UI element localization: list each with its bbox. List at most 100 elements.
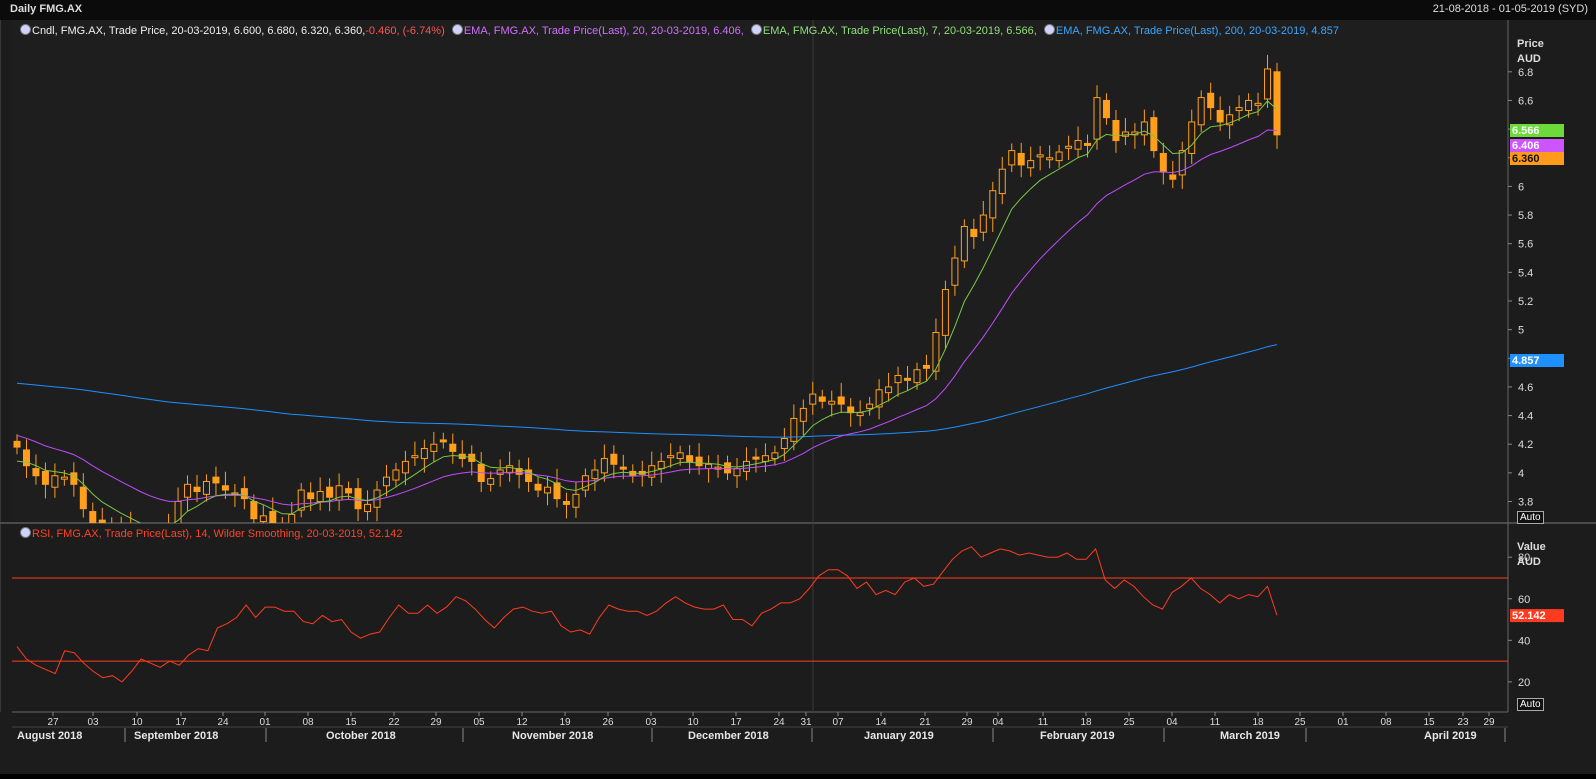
candle: [193, 474, 201, 503]
candle-body: [828, 400, 836, 405]
candle-body: [667, 455, 675, 459]
date-tick-label: 11: [1210, 717, 1221, 728]
candle: [316, 477, 324, 511]
candle-body: [970, 228, 978, 238]
candle-body: [572, 493, 580, 508]
candle: [752, 448, 760, 473]
candle-body: [686, 455, 694, 462]
candle: [1036, 146, 1044, 171]
candle: [1017, 142, 1025, 178]
series-toggle-icon[interactable]: [1043, 24, 1055, 35]
candle-body: [515, 468, 523, 475]
candle: [885, 372, 893, 402]
candle: [1046, 145, 1054, 169]
price-rsi-chart[interactable]: 6.86.66.46.265.85.65.45.254.84.64.44.243…: [0, 20, 1596, 774]
candle: [544, 476, 552, 506]
candle-body: [1150, 117, 1158, 152]
candle: [120, 516, 122, 523]
candle: [970, 218, 978, 249]
candle: [534, 477, 542, 498]
price-badge-label: 6.360: [1512, 153, 1540, 165]
price-badge-label: 6.406: [1512, 140, 1540, 152]
price-badge: 6.360: [1510, 152, 1564, 165]
series-toggle-icon[interactable]: [451, 24, 463, 35]
series-toggle-icon[interactable]: [750, 24, 762, 35]
candle-body: [1216, 109, 1224, 123]
rsi-legend: RSI, FMG.AX, Trade Price(Last), 14, Wild…: [20, 527, 407, 540]
candle-body: [1264, 68, 1272, 100]
date-tick-label: 21: [919, 717, 931, 728]
candle-body: [1245, 99, 1253, 111]
candle-body: [591, 469, 599, 480]
candle-body: [193, 486, 201, 492]
series-toggle-icon[interactable]: [20, 527, 31, 538]
candle: [960, 219, 968, 269]
candle: [269, 497, 277, 523]
month-label: October 2018: [326, 730, 396, 742]
candle-body: [449, 443, 457, 452]
candle-body: [297, 489, 305, 511]
price-auto-scale-button[interactable]: Auto: [1517, 511, 1544, 524]
candle: [1074, 126, 1082, 159]
candle-body: [866, 403, 874, 409]
candle-body: [619, 466, 627, 470]
candle-body: [553, 482, 561, 500]
price-tick-label: 6.6: [1518, 95, 1533, 107]
candle-body: [818, 396, 826, 402]
candle: [1235, 95, 1243, 122]
candle-body: [695, 456, 703, 467]
candle: [89, 502, 97, 523]
date-range: 21-08-2018 - 01-05-2019 (SYD): [1432, 3, 1588, 15]
candle-body: [1159, 152, 1167, 173]
date-tick-label: 12: [516, 717, 528, 728]
price-tick-label: 5.6: [1518, 239, 1533, 251]
candle-body: [364, 503, 372, 513]
candle: [1150, 110, 1158, 158]
candle: [894, 366, 902, 397]
candle: [420, 439, 428, 473]
candle: [1140, 109, 1148, 146]
date-tick-label: 04: [992, 717, 1004, 728]
candle: [22, 439, 30, 479]
date-tick-label: 24: [773, 717, 785, 728]
candle-body: [885, 386, 893, 394]
candle: [771, 445, 779, 466]
candle-body: [259, 515, 267, 523]
candle: [1273, 62, 1281, 149]
candle-body: [326, 486, 334, 498]
candle-body: [525, 469, 533, 482]
candle-body: [780, 437, 788, 450]
price-badge-label: 4.857: [1512, 355, 1540, 367]
candle: [392, 462, 400, 488]
candle-body: [439, 439, 447, 443]
price-tick-label: 4.4: [1518, 411, 1533, 423]
legend-candle: Cndl, FMG.AX, Trade Price, 20-03-2019, 6…: [32, 25, 366, 37]
candle: [610, 445, 618, 479]
candle-body: [761, 455, 769, 462]
date-tick-label: 01: [259, 717, 271, 728]
candle-body: [790, 417, 798, 442]
candle: [184, 475, 192, 512]
candle-body: [1036, 154, 1044, 158]
date-tick-label: 27: [47, 717, 59, 728]
date-tick-label: 29: [1483, 717, 1495, 728]
series-toggle-icon[interactable]: [20, 24, 31, 35]
date-tick-label: 29: [430, 717, 442, 728]
candle-body: [1017, 152, 1025, 166]
candle: [382, 464, 390, 497]
candle-body: [401, 460, 409, 474]
chart-area[interactable]: 6.86.66.46.265.85.65.45.254.84.64.44.243…: [0, 20, 1596, 779]
candle-body: [1121, 131, 1129, 137]
rsi-auto-scale-button[interactable]: Auto: [1517, 698, 1544, 711]
month-label: April 2019: [1424, 730, 1477, 742]
price-tick-label: 5.8: [1518, 210, 1533, 222]
candle: [13, 434, 21, 455]
candle-body: [932, 331, 940, 372]
date-tick-label: 22: [388, 717, 400, 728]
candle-body: [392, 469, 400, 481]
candle-body: [809, 393, 817, 405]
candle: [828, 390, 836, 417]
candle-body: [875, 389, 883, 408]
candle: [904, 366, 912, 391]
